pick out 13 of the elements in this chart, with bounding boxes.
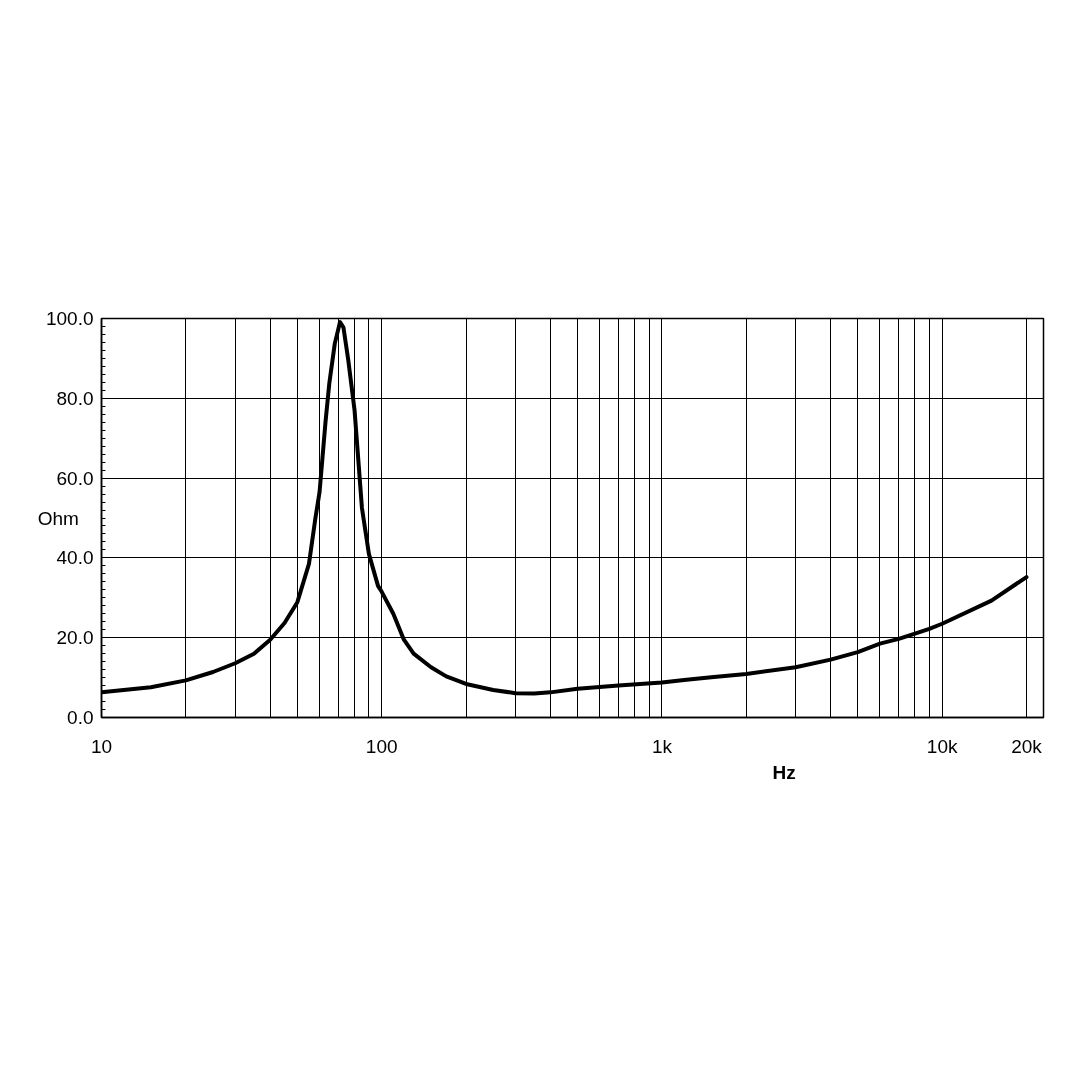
y-tick-label: 80.0 [56,387,94,409]
y-tick-label: 100.0 [45,308,94,329]
x-axis-title: Hz [772,761,796,783]
y-axis-title: Ohm [37,507,79,529]
y-tick-label: 40.0 [56,547,94,569]
x-tick-label: 10k [926,735,958,757]
y-tick-label: 0.0 [67,707,94,728]
x-tick-label: 100 [365,735,398,757]
y-tick-label: 20.0 [56,627,94,649]
x-tick-label: 10 [90,735,113,757]
x-tick-label: 1k [651,735,673,757]
y-tick-label: 60.0 [56,467,94,489]
x-tick-label: 20k [1011,735,1043,757]
